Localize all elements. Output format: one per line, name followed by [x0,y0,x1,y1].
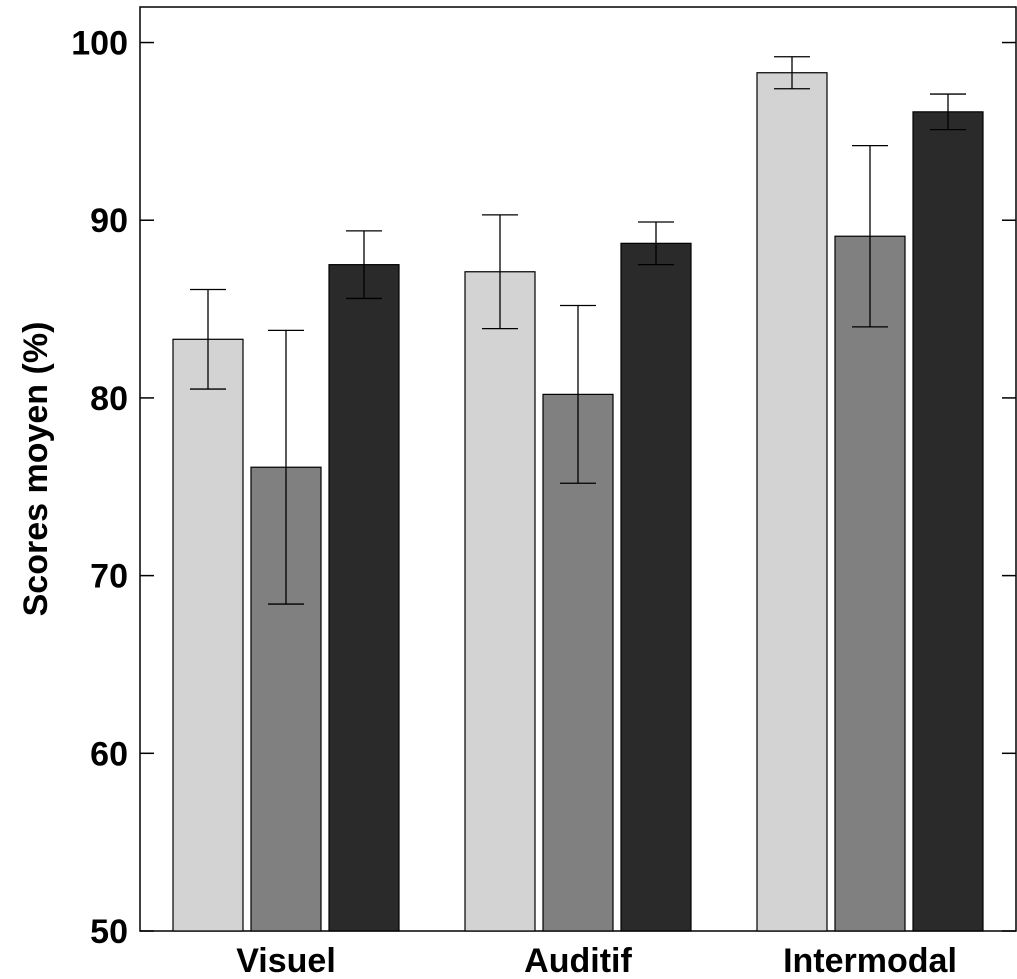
x-category-label: Visuel [236,942,336,979]
y-axis-title: Scores moyen (%) [17,322,55,617]
x-category-label: Auditif [524,942,632,979]
y-tick-label: 80 [90,380,128,418]
bar [172,338,244,932]
x-category-label: Intermodal [783,942,957,979]
bar [620,242,692,932]
y-tick-label: 50 [90,913,128,951]
bar [756,72,828,932]
bar [834,235,906,932]
y-tick-label: 60 [90,735,128,773]
bar [912,111,984,932]
y-tick-label: 90 [90,202,128,240]
bar [464,271,536,932]
plot-area: 50 60 70 80 90 100 Visuel Auditif Intermodal [71,6,1017,979]
y-tick-label: 70 [90,558,128,596]
bar [328,264,400,932]
y-tick-label: 100 [71,25,128,63]
